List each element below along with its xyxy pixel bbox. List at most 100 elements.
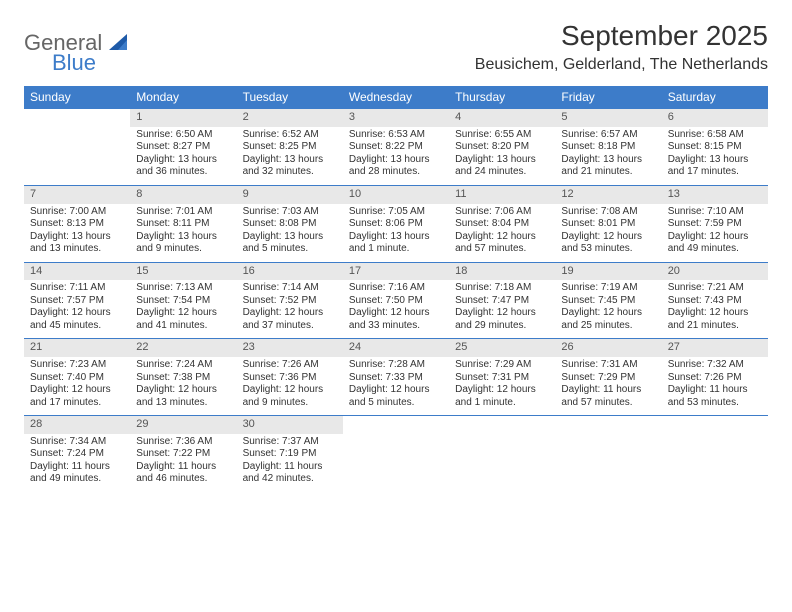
day-cell: Sunrise: 6:50 AMSunset: 8:27 PMDaylight:… [130, 127, 236, 186]
day-number [24, 109, 130, 127]
daylight-text: Daylight: 12 hours and 29 minutes. [455, 307, 549, 332]
weekday-header: Sunday [24, 86, 130, 109]
sunrise-text: Sunrise: 6:53 AM [349, 129, 443, 142]
sunrise-text: Sunrise: 7:13 AM [136, 282, 230, 295]
day-number: 1 [130, 109, 236, 127]
sunrise-text: Sunrise: 7:19 AM [561, 282, 655, 295]
sunrise-text: Sunrise: 7:31 AM [561, 359, 655, 372]
day-number: 24 [343, 339, 449, 357]
sunset-text: Sunset: 8:13 PM [30, 218, 124, 231]
day-number-row: 14151617181920 [24, 262, 768, 280]
sunset-text: Sunset: 8:20 PM [455, 141, 549, 154]
sunset-text: Sunset: 8:18 PM [561, 141, 655, 154]
daylight-text: Daylight: 12 hours and 5 minutes. [349, 384, 443, 409]
day-cell: Sunrise: 7:21 AMSunset: 7:43 PMDaylight:… [662, 280, 768, 339]
daylight-text: Daylight: 12 hours and 41 minutes. [136, 307, 230, 332]
sunset-text: Sunset: 8:11 PM [136, 218, 230, 231]
sunset-text: Sunset: 7:52 PM [243, 295, 337, 308]
daylight-text: Daylight: 13 hours and 9 minutes. [136, 231, 230, 256]
day-cell: Sunrise: 7:13 AMSunset: 7:54 PMDaylight:… [130, 280, 236, 339]
sunrise-text: Sunrise: 6:50 AM [136, 129, 230, 142]
day-number [343, 416, 449, 434]
day-number [555, 416, 661, 434]
sunrise-text: Sunrise: 7:34 AM [30, 436, 124, 449]
sunrise-text: Sunrise: 7:32 AM [668, 359, 762, 372]
day-cell [449, 434, 555, 492]
day-cell: Sunrise: 7:34 AMSunset: 7:24 PMDaylight:… [24, 434, 130, 492]
day-number: 5 [555, 109, 661, 127]
daylight-text: Daylight: 12 hours and 57 minutes. [455, 231, 549, 256]
day-cell: Sunrise: 7:05 AMSunset: 8:06 PMDaylight:… [343, 204, 449, 263]
day-detail-row: Sunrise: 7:34 AMSunset: 7:24 PMDaylight:… [24, 434, 768, 492]
day-cell: Sunrise: 7:32 AMSunset: 7:26 PMDaylight:… [662, 357, 768, 416]
sunset-text: Sunset: 7:50 PM [349, 295, 443, 308]
sunset-text: Sunset: 7:57 PM [30, 295, 124, 308]
day-number: 14 [24, 262, 130, 280]
sunrise-text: Sunrise: 7:37 AM [243, 436, 337, 449]
day-number: 9 [237, 185, 343, 203]
day-number: 10 [343, 185, 449, 203]
daylight-text: Daylight: 13 hours and 17 minutes. [668, 154, 762, 179]
sunset-text: Sunset: 8:06 PM [349, 218, 443, 231]
day-number: 3 [343, 109, 449, 127]
day-number: 8 [130, 185, 236, 203]
day-cell: Sunrise: 6:53 AMSunset: 8:22 PMDaylight:… [343, 127, 449, 186]
day-cell: Sunrise: 7:29 AMSunset: 7:31 PMDaylight:… [449, 357, 555, 416]
sunset-text: Sunset: 7:54 PM [136, 295, 230, 308]
day-cell: Sunrise: 7:10 AMSunset: 7:59 PMDaylight:… [662, 204, 768, 263]
logo-text-blue: Blue [52, 50, 131, 76]
day-cell [555, 434, 661, 492]
day-cell: Sunrise: 6:58 AMSunset: 8:15 PMDaylight:… [662, 127, 768, 186]
sunrise-text: Sunrise: 7:11 AM [30, 282, 124, 295]
daylight-text: Daylight: 12 hours and 45 minutes. [30, 307, 124, 332]
sunset-text: Sunset: 7:22 PM [136, 448, 230, 461]
day-number: 22 [130, 339, 236, 357]
sunrise-text: Sunrise: 7:21 AM [668, 282, 762, 295]
daylight-text: Daylight: 13 hours and 5 minutes. [243, 231, 337, 256]
day-number: 21 [24, 339, 130, 357]
daylight-text: Daylight: 12 hours and 49 minutes. [668, 231, 762, 256]
day-number: 11 [449, 185, 555, 203]
sunset-text: Sunset: 7:45 PM [561, 295, 655, 308]
daylight-text: Daylight: 13 hours and 28 minutes. [349, 154, 443, 179]
sunset-text: Sunset: 8:22 PM [349, 141, 443, 154]
sunset-text: Sunset: 8:01 PM [561, 218, 655, 231]
weekday-header: Saturday [662, 86, 768, 109]
day-number [662, 416, 768, 434]
weekday-header: Monday [130, 86, 236, 109]
sunrise-text: Sunrise: 7:03 AM [243, 206, 337, 219]
logo: General Blue [24, 20, 131, 76]
sunrise-text: Sunrise: 7:29 AM [455, 359, 549, 372]
day-cell: Sunrise: 7:19 AMSunset: 7:45 PMDaylight:… [555, 280, 661, 339]
sunset-text: Sunset: 7:31 PM [455, 372, 549, 385]
sunrise-text: Sunrise: 6:55 AM [455, 129, 549, 142]
day-cell: Sunrise: 6:55 AMSunset: 8:20 PMDaylight:… [449, 127, 555, 186]
location: Beusichem, Gelderland, The Netherlands [475, 56, 768, 74]
day-cell: Sunrise: 7:03 AMSunset: 8:08 PMDaylight:… [237, 204, 343, 263]
sunrise-text: Sunrise: 7:10 AM [668, 206, 762, 219]
day-number: 16 [237, 262, 343, 280]
day-cell: Sunrise: 7:31 AMSunset: 7:29 PMDaylight:… [555, 357, 661, 416]
daylight-text: Daylight: 12 hours and 25 minutes. [561, 307, 655, 332]
day-number-row: 21222324252627 [24, 339, 768, 357]
weekday-header-row: Sunday Monday Tuesday Wednesday Thursday… [24, 86, 768, 109]
weekday-header: Friday [555, 86, 661, 109]
day-detail-row: Sunrise: 7:11 AMSunset: 7:57 PMDaylight:… [24, 280, 768, 339]
day-number-row: 123456 [24, 109, 768, 127]
daylight-text: Daylight: 13 hours and 36 minutes. [136, 154, 230, 179]
sunset-text: Sunset: 7:26 PM [668, 372, 762, 385]
sunrise-text: Sunrise: 7:24 AM [136, 359, 230, 372]
day-cell: Sunrise: 7:16 AMSunset: 7:50 PMDaylight:… [343, 280, 449, 339]
day-number: 25 [449, 339, 555, 357]
sunrise-text: Sunrise: 6:57 AM [561, 129, 655, 142]
sunrise-text: Sunrise: 6:52 AM [243, 129, 337, 142]
daylight-text: Daylight: 12 hours and 1 minute. [455, 384, 549, 409]
day-number: 12 [555, 185, 661, 203]
day-cell: Sunrise: 7:11 AMSunset: 7:57 PMDaylight:… [24, 280, 130, 339]
day-cell: Sunrise: 7:28 AMSunset: 7:33 PMDaylight:… [343, 357, 449, 416]
day-cell: Sunrise: 6:52 AMSunset: 8:25 PMDaylight:… [237, 127, 343, 186]
day-cell: Sunrise: 7:08 AMSunset: 8:01 PMDaylight:… [555, 204, 661, 263]
day-number [449, 416, 555, 434]
daylight-text: Daylight: 13 hours and 13 minutes. [30, 231, 124, 256]
day-number: 19 [555, 262, 661, 280]
